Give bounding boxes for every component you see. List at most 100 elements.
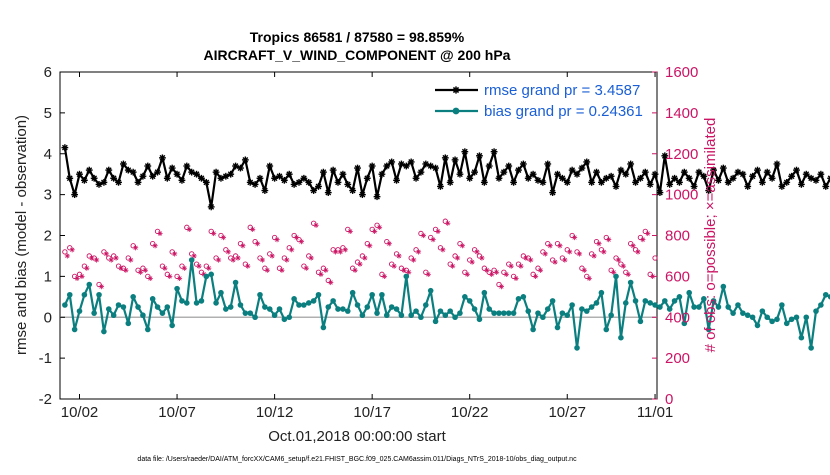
rmse-point-stroke [86,167,93,173]
rmse-point [490,148,498,156]
obs-assimilated-point-stroke [211,231,216,236]
obs-assimilated-point [133,245,139,251]
bias-point [749,314,756,321]
rmse-point-stroke [422,161,429,167]
rmse-point [754,166,761,174]
bias-point [252,314,258,321]
obs-assimilated-point [381,273,387,279]
rmse-point-stroke [608,173,615,180]
rmse-point-stroke [827,175,830,179]
rmse-point-stroke [749,173,756,180]
bias-point [715,304,722,310]
bias-point [710,298,717,304]
rmse-point [134,178,142,186]
x-tick-label: 10/17 [353,404,391,421]
obs-assimilated-point [435,228,441,235]
bias-point [666,306,673,312]
rmse-point [612,183,620,190]
rmse-point [549,189,557,196]
rmse-point [154,168,161,176]
obs-assimilated-point-stroke [606,237,611,242]
rmse-point-stroke [481,179,488,186]
rmse-point [432,164,439,172]
obs-assimilated-point-stroke [274,237,280,242]
bias-point [462,294,468,300]
bias-point [735,302,741,308]
obs-assimilated-point [352,267,358,273]
rmse-point-stroke [179,177,185,184]
obs-assimilated-point [610,269,617,275]
rmse-point-stroke [354,165,361,171]
obs-assimilated-point [503,271,509,277]
obs-assimilated-point-stroke [152,243,158,248]
bias-point [676,294,683,300]
rmse-point [695,168,703,176]
rmse-point-stroke [496,175,502,182]
y-tick-label: -1 [39,350,52,367]
obs-assimilated-point [606,236,612,243]
obs-assimilated-point [571,234,578,241]
obs-assimilated-point [576,251,583,257]
obs-assimilated-point-stroke [162,266,167,271]
bias-point [423,302,429,308]
rmse-point-stroke [213,169,219,176]
obs-assimilated-point [391,263,397,269]
chart-subtitle: AIRCRAFT_V_WIND_COMPONENT @ 200 hPa [204,47,511,63]
rmse-point [344,181,352,188]
rmse-point-stroke [296,179,302,186]
rmse-point-stroke [593,169,600,176]
obs-assimilated-point-stroke [533,274,538,279]
rmse-point-stroke [232,163,239,169]
rmse-point [622,170,630,178]
bias-point [105,306,112,312]
rmse-point [515,166,522,174]
obs-assimilated-point [562,257,568,263]
obs-assimilated-point [591,253,597,259]
rmse-point-stroke [574,171,580,178]
bias-point [427,287,434,294]
bias-point [198,298,205,304]
rmse-point [802,170,810,178]
bias-point [296,302,302,308]
rmse-point [115,178,122,186]
rmse-point-stroke [335,179,341,186]
obs-assimilated-point-stroke [455,255,460,261]
rmse-point [285,170,293,178]
rmse-point-stroke [637,175,644,182]
rmse-point [617,166,625,174]
bias-point [657,304,663,310]
rmse-point-stroke [383,163,390,169]
rmse-point [305,178,313,186]
rmse-point [393,176,400,184]
rmse-point-stroke [578,165,585,171]
rmse-point [680,168,688,176]
y-right-tick-label: 0 [665,391,673,408]
obs-assimilated-point-stroke [289,247,294,252]
obs-assimilated-point-stroke [143,268,148,273]
obs-assimilated-point-stroke [470,259,475,265]
bias-point [135,304,141,310]
bias-point [188,257,195,263]
obs-assimilated-point-stroke [377,225,382,230]
rmse-point [402,162,410,170]
rmse-point-stroke [652,171,658,178]
bias-point [808,345,814,351]
obs-assimilated-point-stroke [387,241,392,246]
bias-point [583,308,590,314]
obs-assimilated-point-stroke [148,276,153,281]
obs-assimilated-point-stroke [240,243,246,248]
bias-point [783,320,790,327]
rmse-point-stroke [539,179,546,186]
obs-assimilated-point [69,247,75,253]
rmse-point [827,174,830,182]
bias-point [232,279,239,286]
obs-assimilated-point [84,265,90,271]
obs-assimilated-point-stroke [279,268,285,273]
bias-point [647,300,653,306]
obs-assimilated-point-stroke [216,257,221,263]
bias-point [798,334,805,341]
bias-point [76,308,83,314]
obs-assimilated-point-stroke [226,249,231,254]
rmse-point [607,172,615,180]
